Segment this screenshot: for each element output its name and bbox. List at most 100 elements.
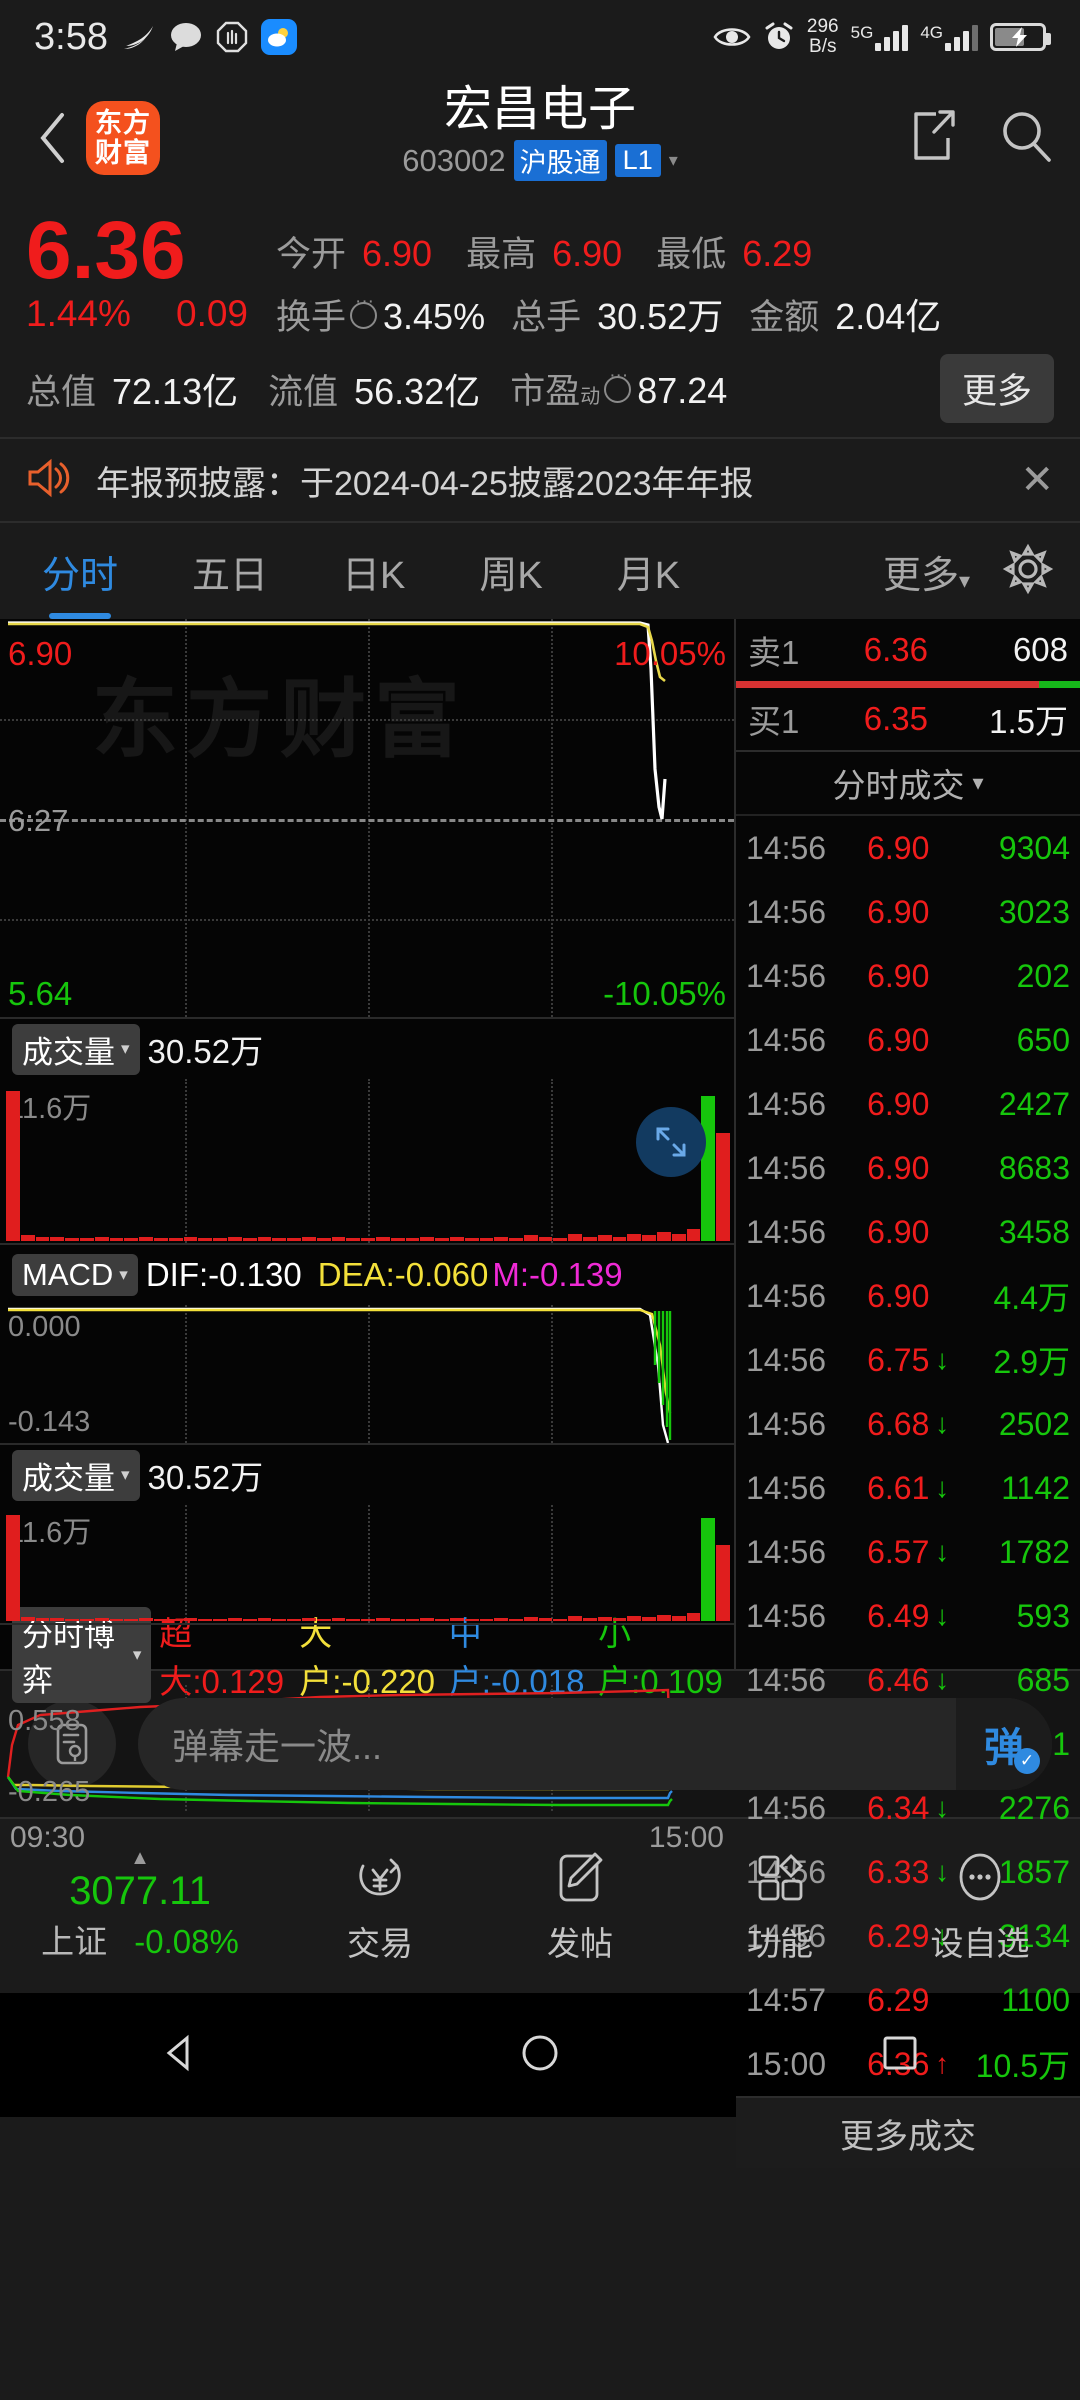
more-trades-button[interactable]: 更多成交	[736, 2096, 1080, 2168]
bid-volume: 1.5万	[989, 703, 1068, 740]
share-icon[interactable]	[904, 108, 956, 169]
volume2-chart-panel[interactable]: 11.6万	[0, 1505, 734, 1625]
volume2-header[interactable]: 成交量 ▾ 30.52万	[0, 1445, 734, 1505]
macd-chart-panel[interactable]: 0.000 -0.143	[0, 1305, 734, 1445]
flow-header[interactable]: 分时博弈 ▾ 超大:0.129 大户:-0.220 中户:-0.018 小户:0…	[0, 1607, 734, 1703]
tab-wuri[interactable]: 五日	[192, 554, 269, 597]
trade-price: 6.90	[867, 1149, 930, 1186]
trade-row[interactable]: 14:56 6.90 2427	[736, 1072, 1080, 1136]
fullscreen-icon[interactable]	[636, 1107, 706, 1177]
trade-row[interactable]: 14:56 6.29 ↓ 3134	[736, 1904, 1080, 1968]
flow-legend-3: 小户:0.109	[598, 1615, 723, 1700]
square-recents-icon[interactable]	[877, 2030, 923, 2081]
index-meta: 上证 -0.08%	[0, 1915, 280, 1963]
trade-row[interactable]: 14:56 6.90 3023	[736, 880, 1080, 944]
trade-row[interactable]: 15:00 6.36 ↑ 10.5万	[736, 2032, 1080, 2096]
trade-volume: 3134	[998, 1917, 1070, 1954]
trade-row[interactable]: 14:56 6.90 202	[736, 944, 1080, 1008]
field-low: 最低 6.29	[656, 233, 813, 274]
trade-row[interactable]: 14:57 6.29 1100	[736, 1968, 1080, 2032]
trade-row[interactable]: 14:56 6.33 ↓ 1857	[736, 1840, 1080, 1904]
back-chevron-icon[interactable]	[26, 111, 80, 165]
trade-row[interactable]: 14:56 6.90 650	[736, 1008, 1080, 1072]
field-floatcap: 流值 56.32亿	[268, 370, 481, 412]
orderbook-ask-row[interactable]: 卖1 6.36 608	[736, 619, 1080, 681]
trade-row[interactable]: 14:56 6.57 ↓ 1782	[736, 1520, 1080, 1584]
grid-functions-icon	[751, 1848, 809, 1911]
tab-more-label: 更多	[882, 554, 959, 597]
arrow-down-icon: ↓	[935, 1920, 950, 1951]
volume-bar	[272, 1618, 287, 1621]
gear-icon[interactable]	[1002, 543, 1054, 600]
trade-row[interactable]: 14:56 6.90 9304	[736, 816, 1080, 880]
search-icon[interactable]	[998, 108, 1054, 169]
axis-bottom-pct: -10.05%	[603, 975, 726, 1012]
trade-time: 14:56	[746, 1597, 827, 1634]
main-area: 东方财富 6.90 10.05% 6:27 5.64 -10.05%	[0, 619, 1080, 2168]
triangle-back-icon[interactable]	[157, 2030, 203, 2081]
trade-row[interactable]: 14:56 6.34 ↓ 2276	[736, 1776, 1080, 1840]
danmu-input[interactable]: 弹幕走一波... 弹 ✓	[138, 1698, 1052, 1790]
stock-code: 603002	[402, 142, 506, 178]
danmu-send-button[interactable]: 弹 ✓	[956, 1698, 1052, 1790]
app-header: 东方 财富 宏昌电子 603002 沪股通 L1 ▾	[0, 74, 1080, 202]
trade-row[interactable]: 14:56 6.61 ↓ 1142	[736, 1456, 1080, 1520]
chevron-down-icon: ▾	[121, 1465, 130, 1484]
axis-top-pct: 10.05%	[614, 635, 726, 672]
volume-bar	[139, 1236, 153, 1241]
volume-bar	[227, 1617, 242, 1621]
trade-row[interactable]: 14:56 6.90 4.4万	[736, 1264, 1080, 1328]
volume-bar	[301, 1236, 316, 1241]
trade-row[interactable]: 14:56 6.46 ↓ 685	[736, 1648, 1080, 1712]
circle-home-icon[interactable]	[517, 2030, 563, 2081]
trade-row[interactable]: 14:56 6.90 3458	[736, 1200, 1080, 1264]
trade-row[interactable]: 14:56 6.75 ↓ 2.9万	[736, 1328, 1080, 1392]
volume-chart-panel[interactable]: 11.6万	[0, 1079, 734, 1245]
check-badge-icon: ✓	[1014, 1748, 1040, 1774]
tab-fenshi[interactable]: 分时	[42, 544, 118, 599]
info-icon[interactable]	[604, 365, 632, 403]
volume-bar	[94, 1617, 109, 1621]
index-value: 3077.11	[69, 1869, 211, 1913]
trade-volume: 2.9万	[993, 1344, 1071, 1380]
volume-bar	[346, 1618, 361, 1621]
trade-row[interactable]: 14:56 6.49 ↓ 593	[736, 1584, 1080, 1648]
trade-price: 6.90	[867, 1021, 930, 1058]
tab-rik[interactable]: 日K	[342, 554, 406, 597]
nav-item-functions[interactable]: 功能	[680, 1848, 880, 1965]
time-axis: 09:30 15:00	[0, 1811, 734, 1865]
tab-more[interactable]: 更多▾	[883, 544, 970, 599]
info-icon[interactable]	[350, 291, 378, 329]
nav-item-post[interactable]: 发帖	[480, 1848, 680, 1965]
volume-bar	[361, 1618, 375, 1621]
trade-price: 6.90	[867, 893, 930, 930]
close-icon[interactable]: ✕	[1020, 458, 1054, 502]
nav-item-watchlist[interactable]: 设自选	[880, 1848, 1080, 1965]
trade-row[interactable]: 14:56 6.68 ↓ 2502	[736, 1392, 1080, 1456]
tab-yuek[interactable]: 月K	[616, 554, 681, 597]
trade-time: 14:56	[746, 893, 827, 930]
macd-indicator-chip[interactable]: MACD ▾	[12, 1254, 138, 1296]
more-button[interactable]: 更多	[939, 354, 1054, 423]
app-logo[interactable]: 东方 财富	[86, 101, 160, 175]
volume-header[interactable]: 成交量 ▾ 30.52万	[0, 1019, 734, 1079]
trade-volume: 2502	[998, 1405, 1070, 1442]
orderbook-bid-row[interactable]: 买1 6.35 1.5万	[736, 688, 1080, 750]
volume2-indicator-chip[interactable]: 成交量 ▾	[12, 1449, 140, 1501]
volume-indicator-chip[interactable]: 成交量 ▾	[12, 1023, 140, 1075]
chevron-down-icon[interactable]: ▾	[668, 150, 678, 170]
tab-zhouk[interactable]: 周K	[479, 554, 543, 597]
arrow-down-icon: ↓	[935, 1600, 950, 1631]
nav-label-functions: 功能	[747, 1924, 813, 1962]
trade-row[interactable]: 14:56 6.90 8683	[736, 1136, 1080, 1200]
macd-header[interactable]: MACD ▾ DIF:-0.130 DEA:-0.060 M:-0.139	[0, 1245, 734, 1305]
volume-bar	[213, 1238, 227, 1241]
notice-bar[interactable]: 年报预披露：于2024-04-25披露2023年年报 ✕	[0, 437, 1080, 523]
trade-list[interactable]: 14:56 6.90 9304 14:56 6.90 3023 14:56 6.90 202 14…	[736, 816, 1080, 2096]
trades-header[interactable]: 分时成交 ▾	[736, 750, 1080, 816]
price-chart-panel[interactable]: 东方财富 6.90 10.05% 6:27 5.64 -10.05%	[0, 619, 734, 1019]
trade-price: 6.90	[867, 1213, 930, 1250]
trade-price: 6.46	[867, 1661, 930, 1698]
nav-item-trade[interactable]: 交易	[280, 1848, 480, 1965]
index-widget[interactable]: ▲ 3077.11 上证 -0.08%	[0, 1848, 280, 1963]
